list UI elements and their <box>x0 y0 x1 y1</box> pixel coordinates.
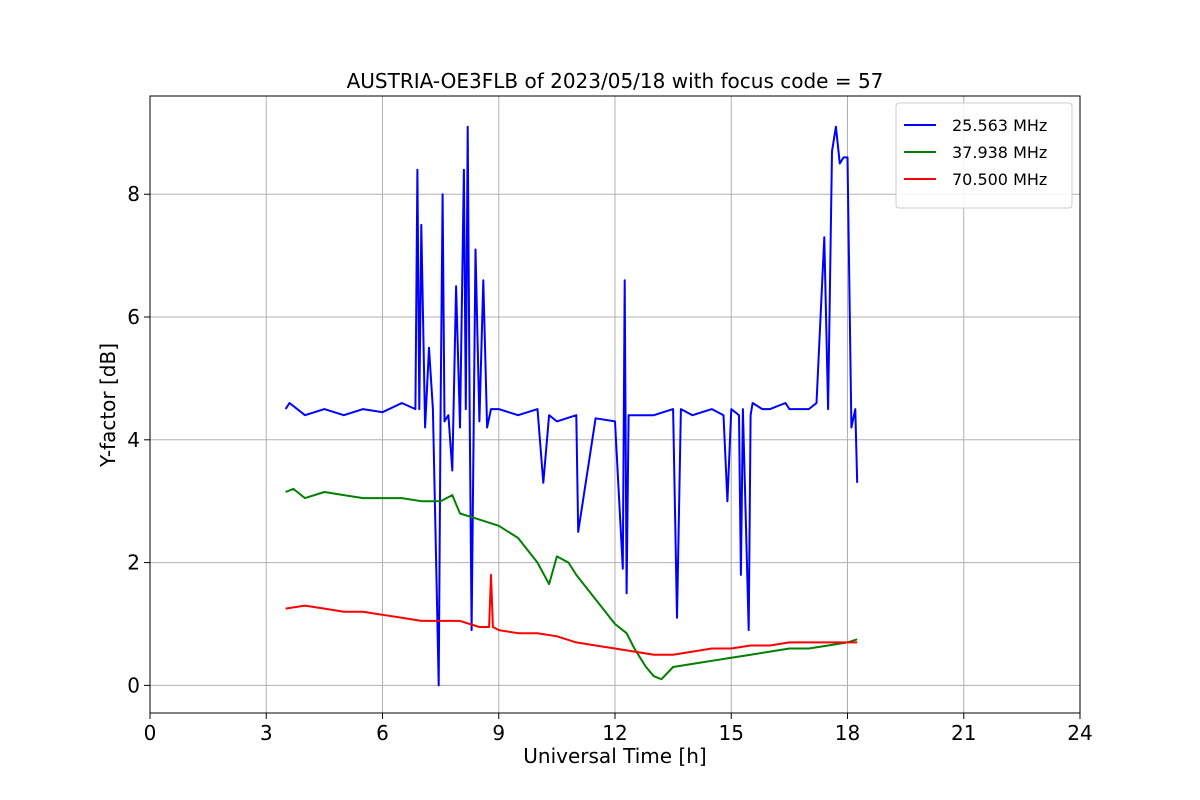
x-tick-label: 6 <box>376 721 389 745</box>
y-tick-label: 2 <box>127 551 140 575</box>
y-tick-label: 0 <box>127 673 140 697</box>
chart-title: AUSTRIA-OE3FLB of 2023/05/18 with focus … <box>347 69 884 93</box>
y-axis-label: Y-factor [dB] <box>96 343 120 468</box>
y-tick-label: 6 <box>127 305 140 329</box>
x-axis-label: Universal Time [h] <box>523 744 706 768</box>
x-tick-label: 12 <box>602 721 627 745</box>
y-tick-label: 4 <box>127 428 140 452</box>
x-tick-label: 3 <box>260 721 273 745</box>
x-tick-label: 21 <box>951 721 976 745</box>
y-tick-label: 8 <box>127 182 140 206</box>
x-tick-label: 18 <box>835 721 860 745</box>
legend-box <box>895 102 1073 209</box>
x-tick-label: 9 <box>492 721 505 745</box>
legend-label-0: 25.563 MHz <box>952 116 1047 135</box>
x-tick-label: 24 <box>1067 721 1092 745</box>
x-tick-label: 0 <box>144 721 157 745</box>
series-line-2 <box>285 573 858 656</box>
series-line-1 <box>285 487 858 681</box>
plot-area <box>284 125 859 687</box>
x-tick-label: 15 <box>719 721 744 745</box>
series-line-0 <box>284 125 859 687</box>
legend: 25.563 MHz 37.938 MHz 70.500 MHz <box>895 102 1073 209</box>
legend-label-2: 70.500 MHz <box>952 170 1047 189</box>
legend-label-1: 37.938 MHz <box>952 143 1047 162</box>
